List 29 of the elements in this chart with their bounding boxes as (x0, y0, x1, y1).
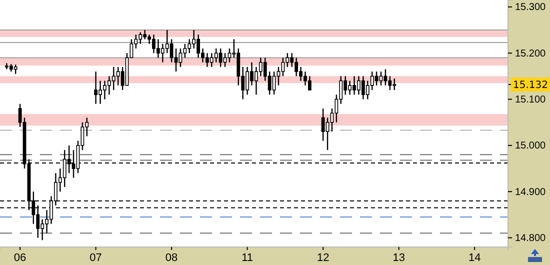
candlestick (228, 48, 232, 63)
candlestick (94, 70, 98, 104)
candlestick (370, 70, 374, 91)
candlestick (286, 52, 290, 68)
candlestick (178, 48, 182, 68)
y-tick-label: 15.300 (515, 2, 546, 14)
y-tick-label: 15.200 (515, 48, 546, 60)
candlestick (170, 38, 174, 63)
x-tick-label: 06 (14, 252, 26, 264)
y-tick-label: 14.900 (515, 186, 546, 198)
candlestick (281, 57, 285, 77)
x-tick-label: 07 (90, 252, 102, 264)
x-tick-label: 11 (242, 252, 254, 264)
y-tick-label: 14.800 (515, 232, 546, 244)
candlestick (321, 108, 325, 142)
candlestick (388, 76, 392, 91)
x-tick-label: 12 (316, 252, 330, 264)
candlestick (218, 48, 222, 68)
candlestick (276, 66, 280, 86)
candlestick (14, 64, 18, 74)
x-tick-label: 14 (468, 252, 481, 264)
candlestick (272, 70, 276, 96)
y-tick-label: 15.000 (515, 140, 546, 152)
candlestick (183, 43, 187, 58)
x-tick-label: 13 (392, 252, 405, 264)
x-tick-label: 08 (165, 252, 178, 264)
y-tick-label: 15.100 (515, 94, 546, 106)
candlestick (116, 66, 120, 86)
text: 15.132 (513, 80, 548, 91)
